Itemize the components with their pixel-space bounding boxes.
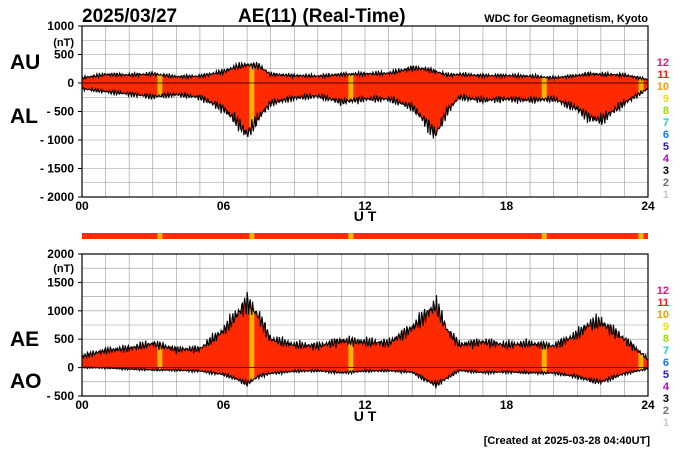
top-panel-x-label: U T [354, 208, 377, 224]
x-tick-label: 12 [358, 199, 372, 213]
bottom-panel-y-unit: (nT) [53, 263, 74, 275]
strip-gap-mark [157, 233, 163, 239]
station-gap-band [638, 78, 644, 93]
y-tick-label: - 1000 [40, 133, 74, 147]
station-gap-band [249, 307, 255, 381]
legend-level-12: 12 [657, 285, 669, 297]
top-panel-x-ticks: 00 06 12 18 24 [75, 199, 655, 213]
series-label-ae: AE [10, 328, 39, 351]
strip-gap-mark [541, 233, 547, 239]
legend-level-11: 11 [657, 69, 669, 81]
strip-gap-mark [249, 233, 255, 239]
y-tick-label: 0 [67, 76, 74, 90]
x-tick-label: 12 [358, 398, 372, 412]
series-label-al: AL [10, 105, 38, 128]
x-tick-label: 06 [217, 199, 231, 213]
station-gap-band [348, 74, 354, 101]
legend-level-5: 5 [663, 141, 669, 153]
x-tick-label: 00 [75, 398, 89, 412]
top-panel-y-ticks: 1000 500 0 - 500 - 1000 - 1500 - 2000 [40, 19, 82, 204]
plot-source: WDC for Geomagnetism, Kyoto [484, 13, 648, 25]
created-timestamp: [Created at 2025-03-28 04:40UT] [484, 435, 651, 447]
legend-level-4: 4 [663, 381, 670, 393]
strip-gap-mark [638, 233, 644, 239]
legend-level-1: 1 [663, 417, 669, 429]
y-tick-label: 2000 [47, 247, 74, 261]
y-tick-label: 500 [54, 332, 74, 346]
y-tick-label: 1000 [47, 19, 74, 33]
y-tick-label: - 500 [47, 389, 75, 403]
legend-level-12: 12 [657, 57, 669, 69]
station-gap-band [157, 345, 163, 370]
series-line-lower [81, 86, 649, 139]
y-tick-label: - 500 [47, 105, 75, 119]
plot-date: 2025/03/27 [82, 6, 177, 27]
top-panel-y-unit: (nT) [53, 37, 74, 49]
y-tick-label: 1500 [47, 275, 74, 289]
top-panel-plot-area [81, 61, 649, 139]
legend-level-1: 1 [663, 189, 669, 201]
strip-gap-mark [348, 233, 354, 239]
station-count-strip [82, 233, 648, 239]
x-tick-label: 00 [75, 199, 89, 213]
station-gap-band [157, 74, 163, 96]
bottom-panel-x-ticks: 00 06 12 18 24 [75, 398, 655, 412]
y-tick-label: 0 [67, 361, 74, 375]
legend-level-9: 9 [663, 93, 669, 105]
legend-level-6: 6 [663, 357, 669, 369]
legend-level-9: 9 [663, 321, 669, 333]
y-tick-label: - 2000 [40, 190, 74, 204]
legend-level-4: 4 [663, 153, 670, 165]
legend-level-11: 11 [657, 297, 669, 309]
series-label-au: AU [10, 51, 40, 74]
legend-level-10: 10 [657, 81, 669, 93]
x-tick-label: 06 [217, 398, 231, 412]
data-fill-area [82, 62, 648, 139]
legend-level-3: 3 [663, 393, 669, 405]
plot-title: AE(11) (Real-Time) [238, 6, 406, 27]
legend-level-6: 6 [663, 129, 669, 141]
station-gap-band [541, 77, 547, 100]
bottom-panel-plot-area [81, 291, 649, 389]
series-line-upper [81, 61, 649, 82]
x-tick-label: 24 [641, 398, 655, 412]
legend-level-10: 10 [657, 309, 669, 321]
legend-level-7: 7 [663, 345, 669, 357]
data-fill-area [82, 291, 648, 389]
x-tick-label: 18 [500, 398, 514, 412]
top-panel-grid [82, 26, 648, 197]
y-tick-label: - 1500 [40, 162, 74, 176]
y-tick-label: 500 [54, 48, 74, 62]
strip-bar [82, 233, 648, 239]
legend-level-5: 5 [663, 369, 669, 381]
legend-level-3: 3 [663, 165, 669, 177]
series-label-ao: AO [10, 370, 42, 393]
bottom-panel-x-label: U T [354, 408, 377, 424]
station-gap-band [249, 65, 255, 128]
station-gap-band [541, 345, 547, 373]
legend-level-8: 8 [663, 105, 669, 117]
legend-level-7: 7 [663, 117, 669, 129]
series-line-upper [81, 291, 649, 361]
legend-level-2: 2 [663, 405, 669, 417]
bottom-panel-frame [81, 253, 649, 397]
x-tick-label: 24 [641, 199, 655, 213]
y-tick-label: 1000 [47, 304, 74, 318]
series-line-lower [81, 365, 649, 389]
legend-level-8: 8 [663, 333, 669, 345]
station-gap-band [638, 353, 644, 371]
station-gap-band [348, 341, 354, 373]
x-tick-label: 18 [500, 199, 514, 213]
legend-level-2: 2 [663, 177, 669, 189]
bottom-panel-y-ticks: 2000 1500 1000 500 0 - 500 [47, 247, 82, 403]
